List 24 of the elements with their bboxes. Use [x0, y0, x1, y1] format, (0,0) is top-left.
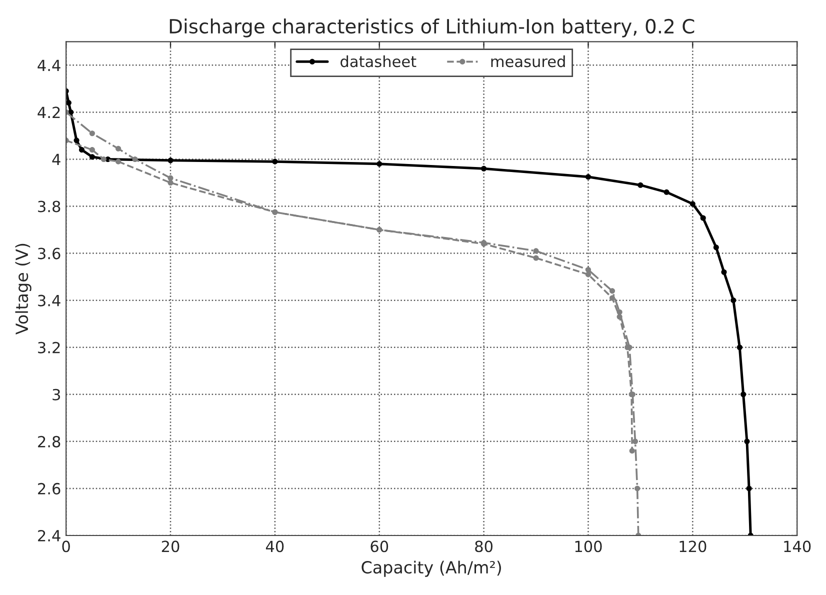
y-tick-label: 2.6 [38, 482, 60, 494]
y-tick-label: 4.4 [38, 60, 60, 71]
x-tick-label: 80 [475, 540, 493, 552]
x-tick-label: 20 [162, 540, 180, 552]
legend-label: measured [491, 55, 565, 68]
chart-title: Discharge characteristics of Lithium-Ion battery, 0.2 C [170, 18, 694, 38]
y-axis-title: Voltage (V) [15, 244, 32, 335]
y-tick-label: 3.2 [38, 342, 60, 354]
y-tick-label: 3.4 [38, 294, 60, 306]
y-tick-label: 3 [52, 388, 60, 400]
y-tick-label: 4.2 [38, 106, 60, 118]
y-tick-label: 3.8 [38, 200, 60, 212]
x-axis-title: Capacity (Ah/m²) [362, 560, 501, 577]
x-tick-label: 0 [62, 540, 70, 552]
x-tick-label: 40 [266, 540, 284, 552]
x-tick-label: 60 [370, 540, 388, 552]
y-tick-label: 4 [52, 154, 60, 166]
x-tick-label: 120 [680, 540, 706, 552]
x-tick-label: 100 [575, 540, 602, 552]
x-tick-label: 140 [784, 540, 811, 552]
legend-label: datasheet [340, 55, 416, 68]
y-tick-label: 2.8 [38, 436, 60, 448]
y-tick-label: 2.4 [38, 530, 60, 542]
y-tick-label: 3.6 [38, 248, 60, 260]
